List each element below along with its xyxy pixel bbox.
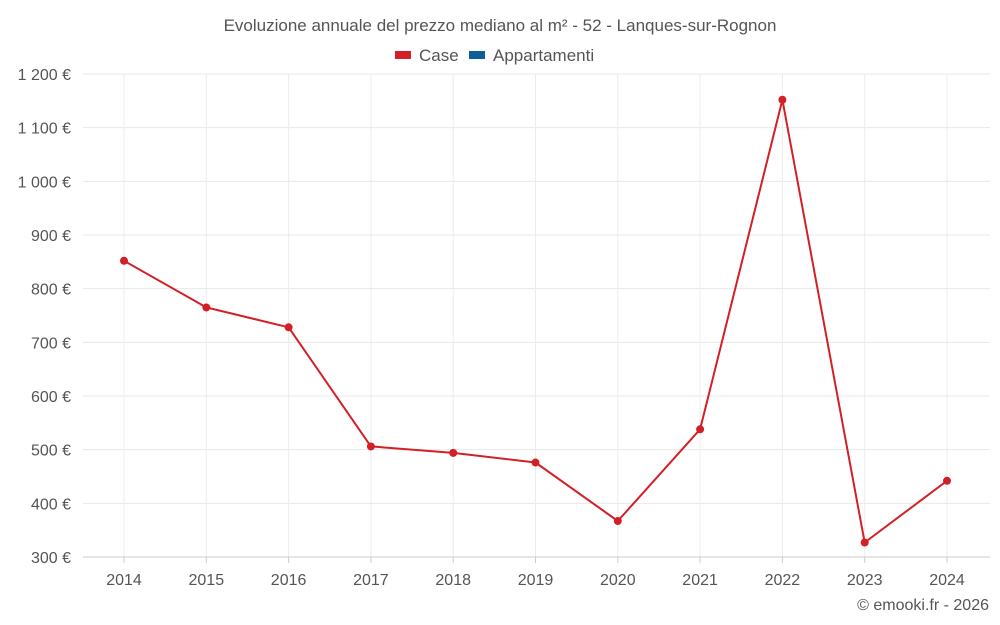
y-tick-label: 1 200 € bbox=[18, 67, 71, 84]
data-point-case-2023[interactable] bbox=[860, 538, 869, 547]
data-point-case-2015[interactable] bbox=[202, 303, 211, 312]
legend: Case Appartamenti bbox=[395, 46, 594, 65]
y-tick-label: 400 € bbox=[31, 496, 71, 513]
y-tick-label: 1 100 € bbox=[18, 121, 71, 138]
x-tick-label: 2018 bbox=[435, 572, 471, 589]
x-tick-label: 2016 bbox=[271, 572, 307, 589]
x-tick-label: 2017 bbox=[353, 572, 389, 589]
legend-item-case[interactable]: Case bbox=[395, 46, 459, 65]
x-tick-label: 2020 bbox=[600, 572, 636, 589]
x-tick-label: 2015 bbox=[189, 572, 225, 589]
x-tick-label: 2022 bbox=[765, 572, 801, 589]
data-point-case-2020[interactable] bbox=[613, 517, 622, 526]
data-point-case-2017[interactable] bbox=[366, 442, 375, 451]
legend-swatch-appartamenti bbox=[469, 51, 485, 59]
x-tick-label: 2023 bbox=[847, 572, 883, 589]
y-tick-label: 1 000 € bbox=[18, 174, 71, 191]
data-point-case-2019[interactable] bbox=[531, 458, 540, 467]
x-tick-label: 2021 bbox=[682, 572, 718, 589]
y-tick-label: 800 € bbox=[31, 282, 71, 299]
x-tick-label: 2019 bbox=[518, 572, 554, 589]
x-tick-label: 2024 bbox=[929, 572, 965, 589]
data-point-case-2022[interactable] bbox=[778, 95, 787, 104]
legend-label-case: Case bbox=[419, 46, 459, 65]
y-tick-label: 600 € bbox=[31, 389, 71, 406]
legend-label-appartamenti: Appartamenti bbox=[493, 46, 594, 65]
chart-title: Evoluzione annuale del prezzo mediano al… bbox=[224, 16, 777, 35]
data-point-case-2024[interactable] bbox=[943, 476, 951, 485]
data-point-case-2016[interactable] bbox=[284, 323, 293, 332]
data-point-case-2021[interactable] bbox=[696, 425, 705, 434]
axes: 300 € 400 € 500 € 600 € 700 € 800 € 900 € 1 000… bbox=[18, 67, 990, 589]
grid bbox=[83, 73, 990, 558]
legend-swatch-case bbox=[395, 51, 411, 59]
credit-text: © emooki.fr - 2026 bbox=[857, 597, 989, 614]
y-tick-label: 700 € bbox=[31, 335, 71, 352]
y-tick-label: 900 € bbox=[31, 228, 71, 245]
x-tick-label: 2014 bbox=[106, 572, 142, 589]
y-tick-label: 300 € bbox=[31, 550, 71, 567]
legend-item-appartamenti[interactable]: Appartamenti bbox=[469, 46, 594, 65]
data-point-case-2018[interactable] bbox=[449, 448, 458, 457]
y-tick-label: 500 € bbox=[31, 443, 71, 460]
series-case bbox=[120, 95, 951, 547]
data-point-case-2014[interactable] bbox=[120, 256, 128, 265]
